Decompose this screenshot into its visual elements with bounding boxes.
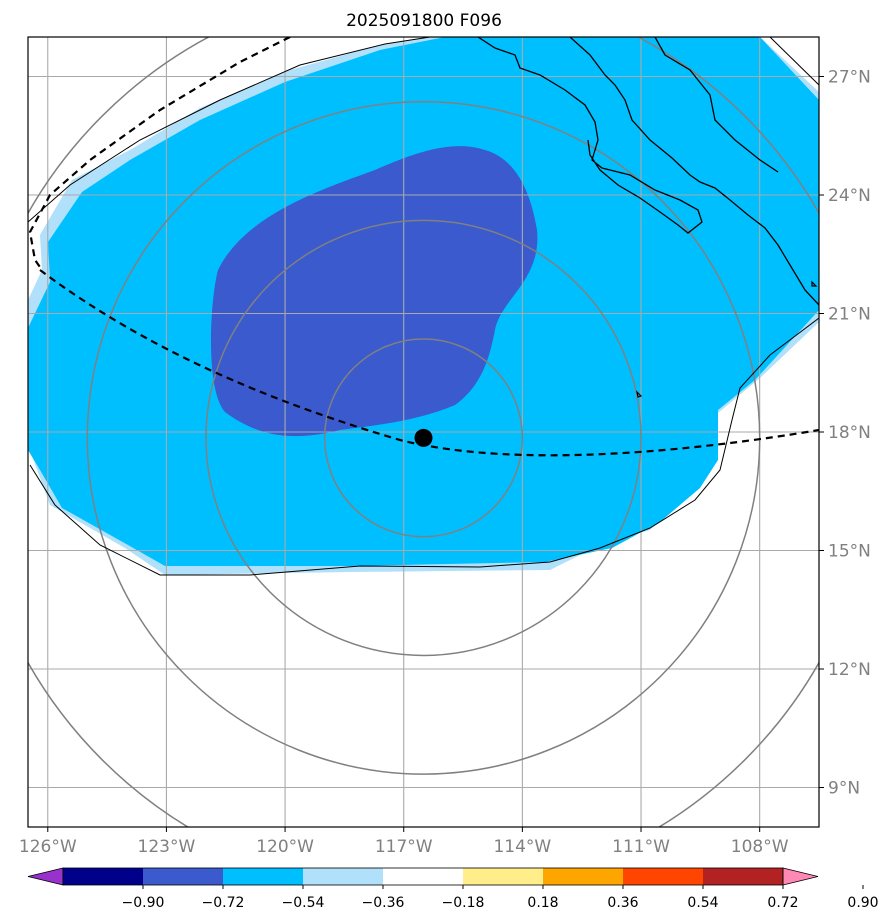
lon-tick-label: 111°W (612, 837, 670, 857)
range-ring (86, 101, 761, 775)
colorbar-swatch (223, 868, 304, 885)
colorbar-tick-label: 0.18 (527, 895, 558, 911)
colorbar-swatch (143, 868, 224, 885)
figure-title: 2025091800 F096 (346, 11, 502, 31)
colorbar-swatch (383, 868, 464, 885)
colorbar-swatch (463, 868, 544, 885)
colorbar-tick-label: −0.54 (282, 895, 325, 911)
range-ring (323, 338, 524, 538)
island-small (636, 390, 643, 398)
colorbar-frame (62, 867, 784, 886)
colorbar-tick-label: 0.72 (767, 895, 798, 911)
contour-boundary-line (28, 37, 819, 576)
colorbar-tick-label: 0.90 (847, 895, 878, 911)
colorbar-tick-label: 0.54 (687, 895, 718, 911)
lat-tick-label: 9°N (828, 779, 860, 799)
lat-tick-label: 21°N (828, 305, 871, 325)
lon-tick-label: 126°W (19, 837, 77, 857)
lat-tick-label: 24°N (828, 186, 871, 206)
colorbar-tick-label: −0.90 (122, 895, 165, 911)
range-ring (205, 219, 642, 657)
colorbar-labels: −0.90 −0.72 −0.54 −0.36 −0.18 0.18 0.36 0.54 0.7… (122, 885, 879, 911)
island-small-2 (811, 280, 818, 287)
lon-tick-label: 114°W (493, 837, 551, 857)
longitude-labels: 126°W 123°W 120°W 117°W 114°W 111°W 108°W (19, 827, 789, 857)
colorbar-tick-label: −0.72 (202, 895, 245, 911)
lat-tick-label: 12°N (828, 660, 871, 680)
dashed-boundary-line (28, 37, 291, 271)
colorbar-tick-label: 0.36 (607, 895, 638, 911)
lon-tick-label: 117°W (375, 837, 433, 857)
colorbar-swatch (543, 868, 624, 885)
lon-tick-label: 108°W (731, 837, 789, 857)
map-plot-area (28, 37, 819, 827)
lon-tick-label: 120°W (256, 837, 314, 857)
coastline-mainland (569, 37, 819, 306)
contour-fill-dark-blue (210, 146, 538, 437)
colorbar-swatch (303, 868, 384, 885)
lat-tick-label: 15°N (828, 542, 871, 562)
lat-tick-label: 18°N (828, 423, 871, 443)
latitude-labels: 27°N 24°N 21°N 18°N 15°N 12°N 9°N (819, 68, 871, 799)
storm-center-marker (414, 428, 433, 447)
colorbar-swatch (703, 868, 784, 885)
colorbar (27, 867, 819, 886)
colorbar-swatch (63, 868, 144, 885)
range-rings (28, 37, 819, 827)
colorbar-tick-label: −0.18 (442, 895, 485, 911)
coastline-mainland-north (654, 37, 779, 173)
coastline-baja (477, 37, 703, 234)
colorbar-tick-label: −0.36 (362, 895, 405, 911)
lat-tick-label: 27°N (828, 68, 871, 88)
colorbar-swatch (623, 868, 704, 885)
lon-tick-label: 123°W (138, 837, 196, 857)
colorbar-extend-high (782, 867, 819, 886)
forecast-track-line (39, 269, 819, 457)
colorbar-extend-low (27, 867, 64, 886)
